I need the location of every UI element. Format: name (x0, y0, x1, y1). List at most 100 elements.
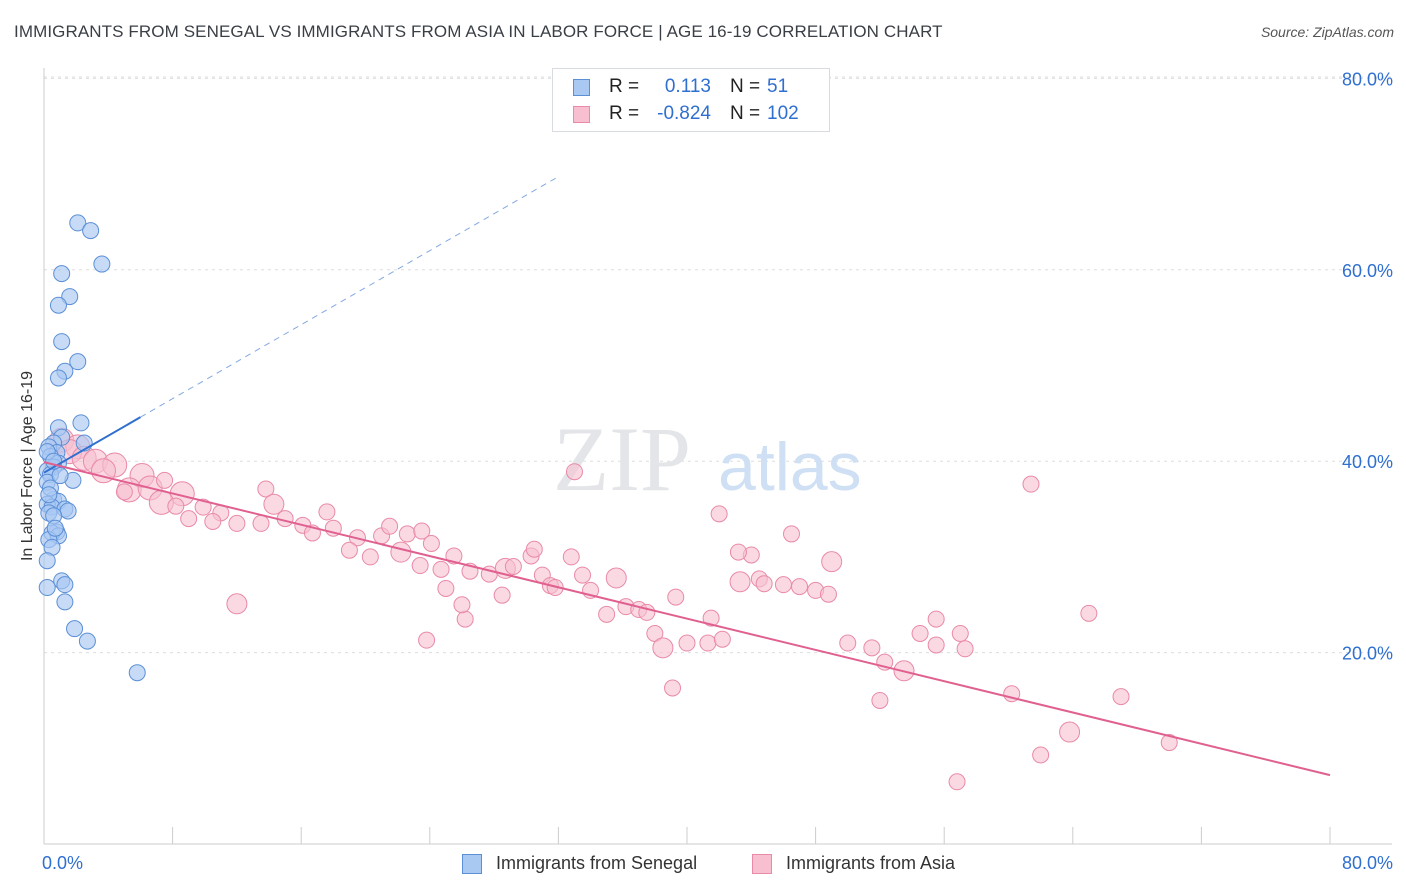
senegal-trend-line (43, 416, 141, 474)
asia-point (839, 634, 857, 652)
asia-point (729, 571, 751, 593)
series-legend: Immigrants from Senegal Immigrants from … (0, 853, 1406, 877)
asia-point (927, 610, 945, 628)
correlation-legend: R = 0.113 N = 51 R = -0.824 N = 102 (552, 68, 830, 132)
asia-point (710, 505, 728, 523)
legend-r-value: 0.113 (664, 76, 711, 97)
asia-point (340, 541, 358, 559)
asia-point (411, 557, 429, 575)
asia-point (156, 471, 174, 489)
legend-r-label: R = (609, 103, 640, 124)
x-tick-label-max: 80.0% (1342, 853, 1393, 873)
senegal-trend-extension (140, 176, 559, 418)
asia-point (667, 588, 685, 606)
asia-point (956, 640, 974, 658)
senegal-point (128, 664, 146, 682)
asia-point (194, 498, 212, 516)
asia-point (574, 566, 592, 584)
asia-point (90, 458, 116, 484)
asia-point (228, 514, 246, 532)
asia-point (226, 593, 248, 615)
y-tick-label: 20.0% (1342, 644, 1393, 664)
asia-point (1080, 604, 1098, 622)
x-tick-label-min: 0.0% (42, 853, 83, 873)
asia-point (1160, 734, 1178, 752)
y-tick-label: 40.0% (1342, 452, 1393, 472)
senegal-point (66, 620, 84, 638)
legend-swatch-asia (752, 854, 772, 874)
asia-point (456, 610, 474, 628)
senegal-points (38, 214, 146, 682)
asia-point (911, 624, 929, 642)
asia-point (819, 585, 837, 603)
asia-point (782, 525, 800, 543)
senegal-point (56, 593, 74, 611)
senegal-point (49, 296, 67, 314)
senegal-point (82, 222, 100, 240)
senegal-point (78, 632, 96, 650)
asia-point (774, 576, 792, 594)
asia-point (562, 548, 580, 566)
asia-point (432, 560, 450, 578)
y-axis-label: In Labor Force | Age 16-19 (19, 370, 36, 562)
senegal-point (93, 255, 111, 273)
y-tick-label: 60.0% (1342, 261, 1393, 281)
asia-point (115, 483, 133, 501)
asia-point (398, 525, 416, 543)
axes (43, 68, 1392, 845)
legend-r-value: -0.824 (657, 103, 711, 124)
asia-point (863, 639, 881, 657)
asia-point (1059, 721, 1081, 743)
gridlines (44, 76, 1392, 654)
asia-point (418, 631, 436, 649)
asia-point (1032, 746, 1050, 764)
senegal-point (69, 353, 87, 371)
asia-point (493, 586, 511, 604)
legend-label-senegal: Immigrants from Senegal (496, 853, 698, 873)
asia-point (871, 691, 889, 709)
asia-point (948, 773, 966, 791)
zipatlas-watermark: ZIP atlas (553, 408, 862, 510)
asia-point (381, 517, 399, 535)
senegal-point (56, 576, 74, 594)
asia-point (257, 480, 275, 498)
asia-point (927, 636, 945, 654)
senegal-point (38, 552, 56, 570)
legend-label-asia: Immigrants from Asia (786, 853, 956, 873)
watermark-zip: ZIP (553, 408, 691, 510)
asia-point (437, 579, 455, 597)
y-tick-label: 80.0% (1342, 69, 1393, 89)
asia-point (951, 624, 969, 642)
senegal-point (61, 288, 79, 306)
legend-swatch-asia (573, 106, 590, 123)
senegal-point (38, 579, 56, 597)
senegal-point (51, 467, 69, 485)
asia-point (605, 567, 627, 589)
trend-lines (43, 176, 1331, 777)
asia-point (422, 535, 440, 553)
legend-swatch-senegal (573, 79, 590, 96)
asia-point (167, 497, 185, 515)
asia-point (565, 463, 583, 481)
asia-point (453, 596, 471, 614)
senegal-point (53, 333, 71, 351)
asia-point (652, 637, 674, 659)
asia-point (678, 634, 696, 652)
legend-swatch-senegal (462, 854, 482, 874)
asia-point (525, 540, 543, 558)
legend-row-asia: R = -0.824 N = 102 (553, 101, 829, 127)
asia-point (664, 679, 682, 697)
senegal-point (49, 369, 67, 387)
asia-point (204, 512, 222, 530)
asia-point (598, 605, 616, 623)
asia-point (252, 514, 270, 532)
asia-point (263, 493, 285, 515)
legend-n-label: N = (730, 76, 761, 97)
senegal-point (72, 414, 90, 432)
asia-point (1022, 475, 1040, 493)
legend-n-value: 102 (767, 103, 799, 124)
asia-point (755, 575, 773, 593)
asia-point (1112, 688, 1130, 706)
legend-row-senegal: R = 0.113 N = 51 (553, 74, 829, 100)
